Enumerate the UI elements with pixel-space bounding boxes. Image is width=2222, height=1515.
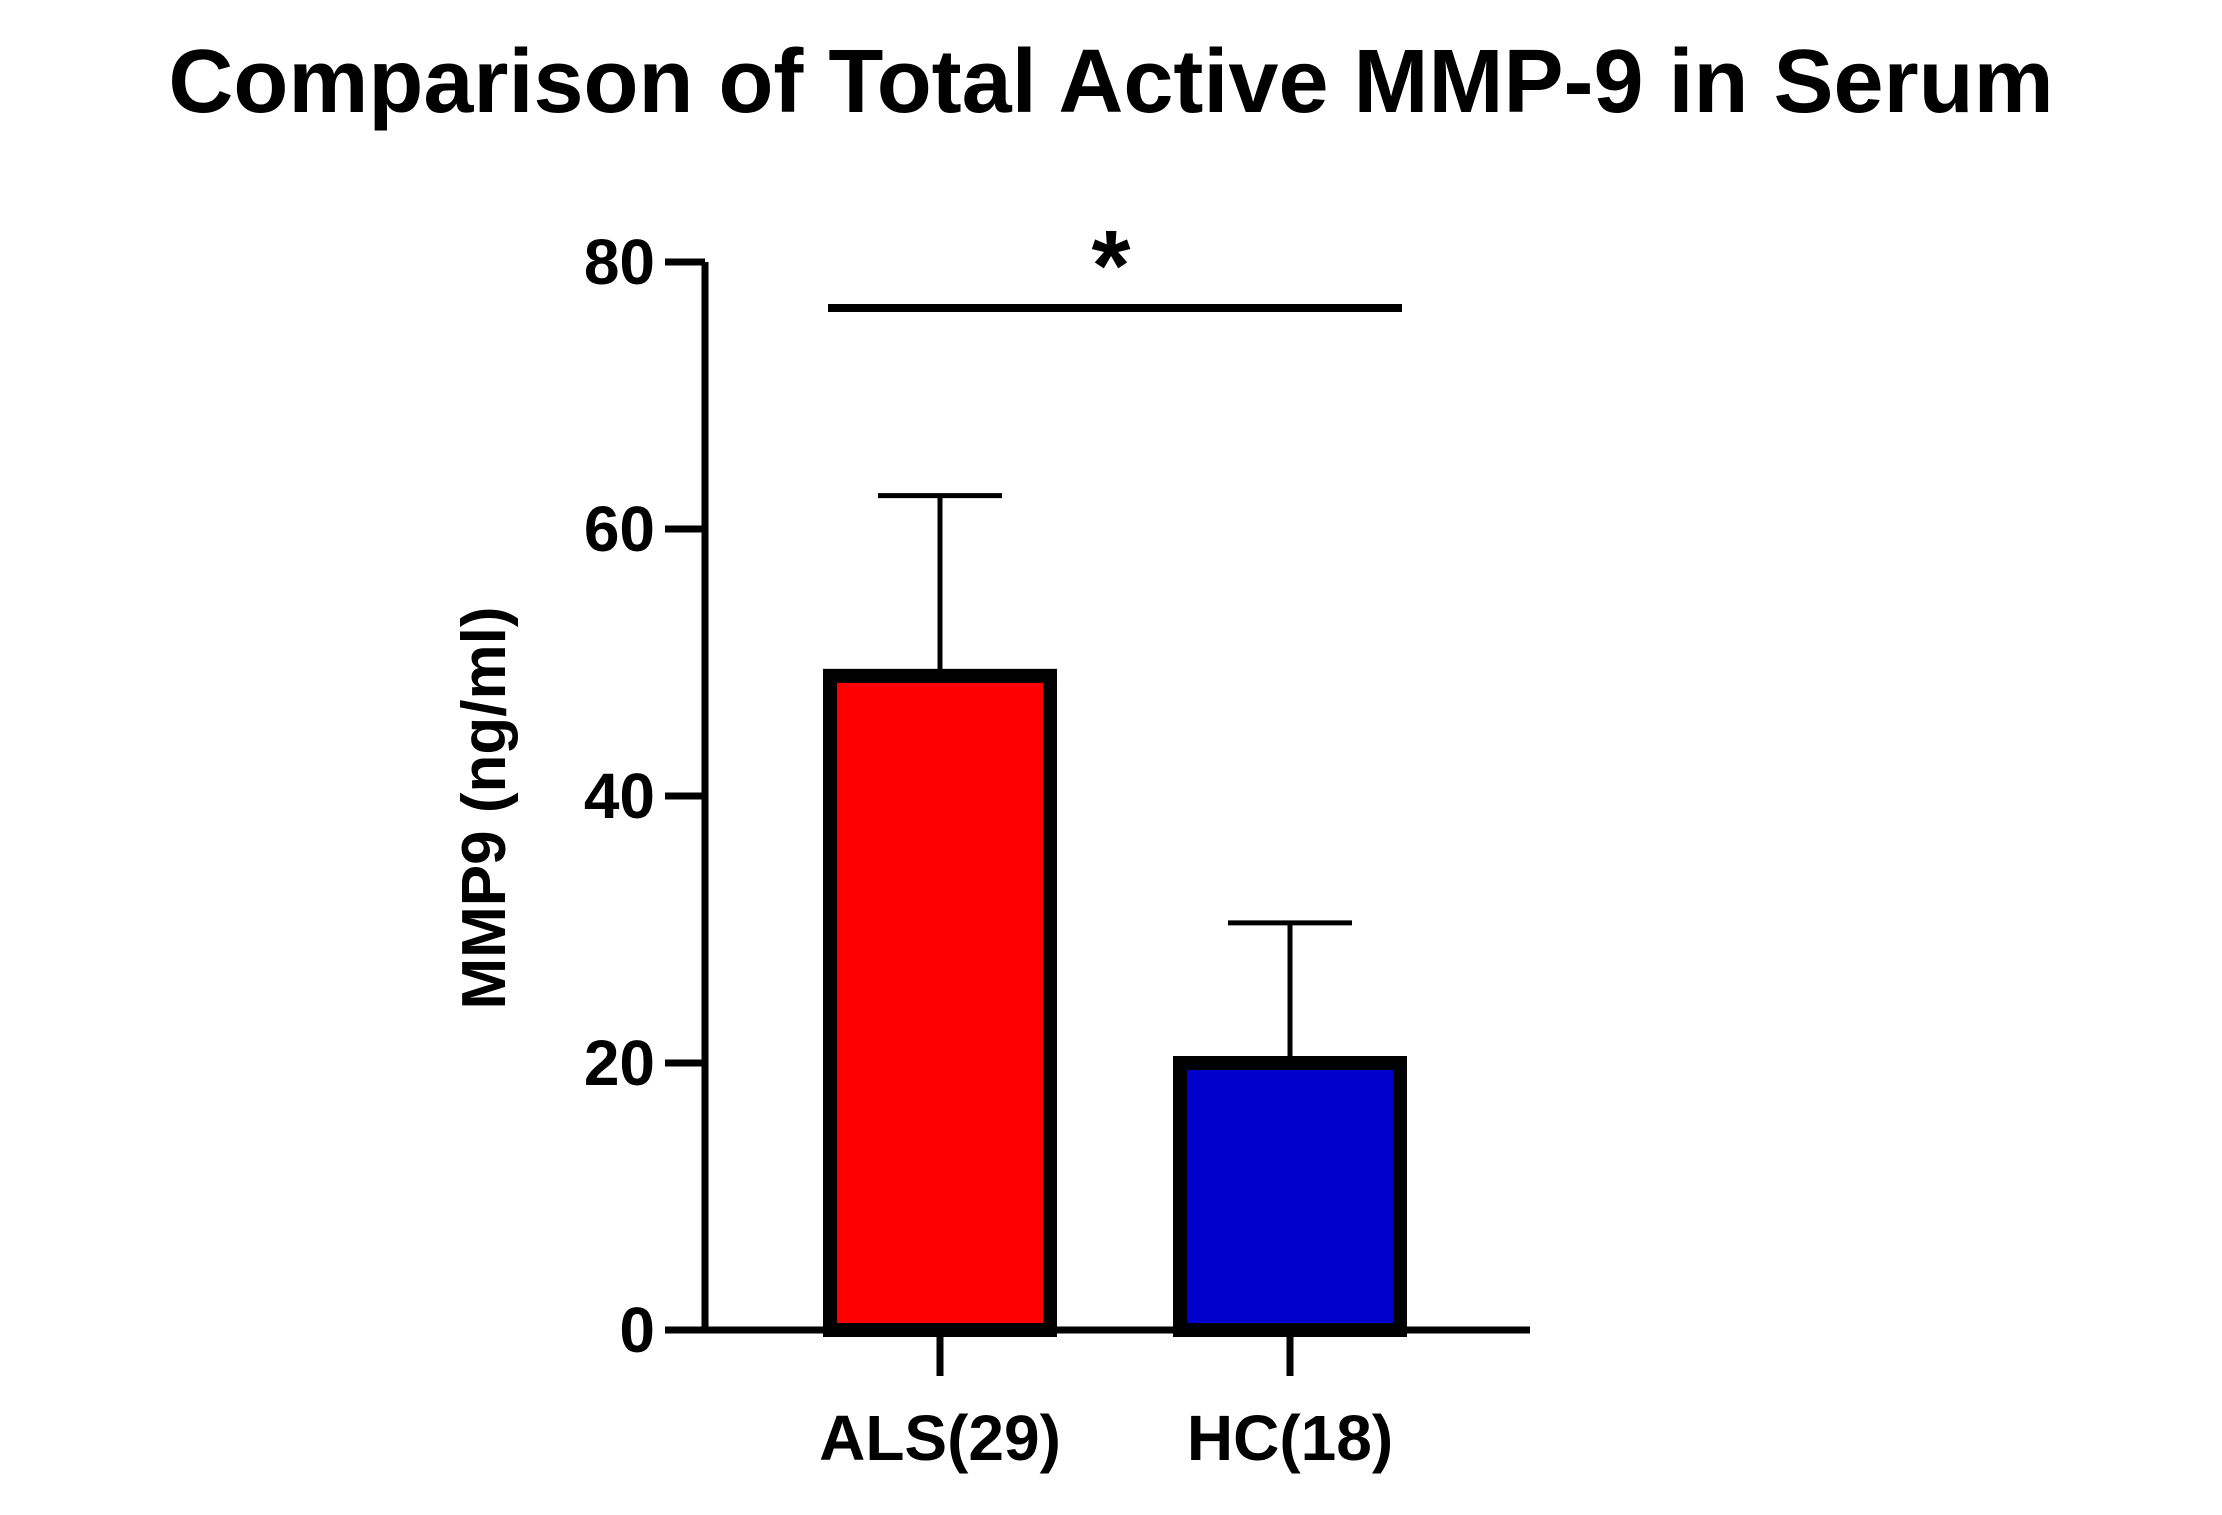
y-axis-label: MMP9 (ng/ml) xyxy=(450,607,519,1010)
significance-label: * xyxy=(1092,210,1131,322)
bar xyxy=(1173,1056,1407,1337)
x-tick-label: HC(18) xyxy=(1187,1402,1393,1474)
bar xyxy=(823,668,1057,1337)
y-tick-label: 0 xyxy=(619,1294,655,1366)
chart-title: Comparison of Total Active MMP-9 in Seru… xyxy=(168,32,2053,132)
y-axis-label-group: MMP9 (ng/ml) xyxy=(450,607,519,1010)
plot-area: 0 20 40 60 80 ALS(29) HC(18) * xyxy=(584,210,1530,1474)
y-tick-label: 40 xyxy=(584,760,655,832)
y-tick-label: 80 xyxy=(584,226,655,298)
y-tick-label: 20 xyxy=(584,1027,655,1099)
y-tick-label: 60 xyxy=(584,493,655,565)
x-tick-label: ALS(29) xyxy=(819,1402,1061,1474)
